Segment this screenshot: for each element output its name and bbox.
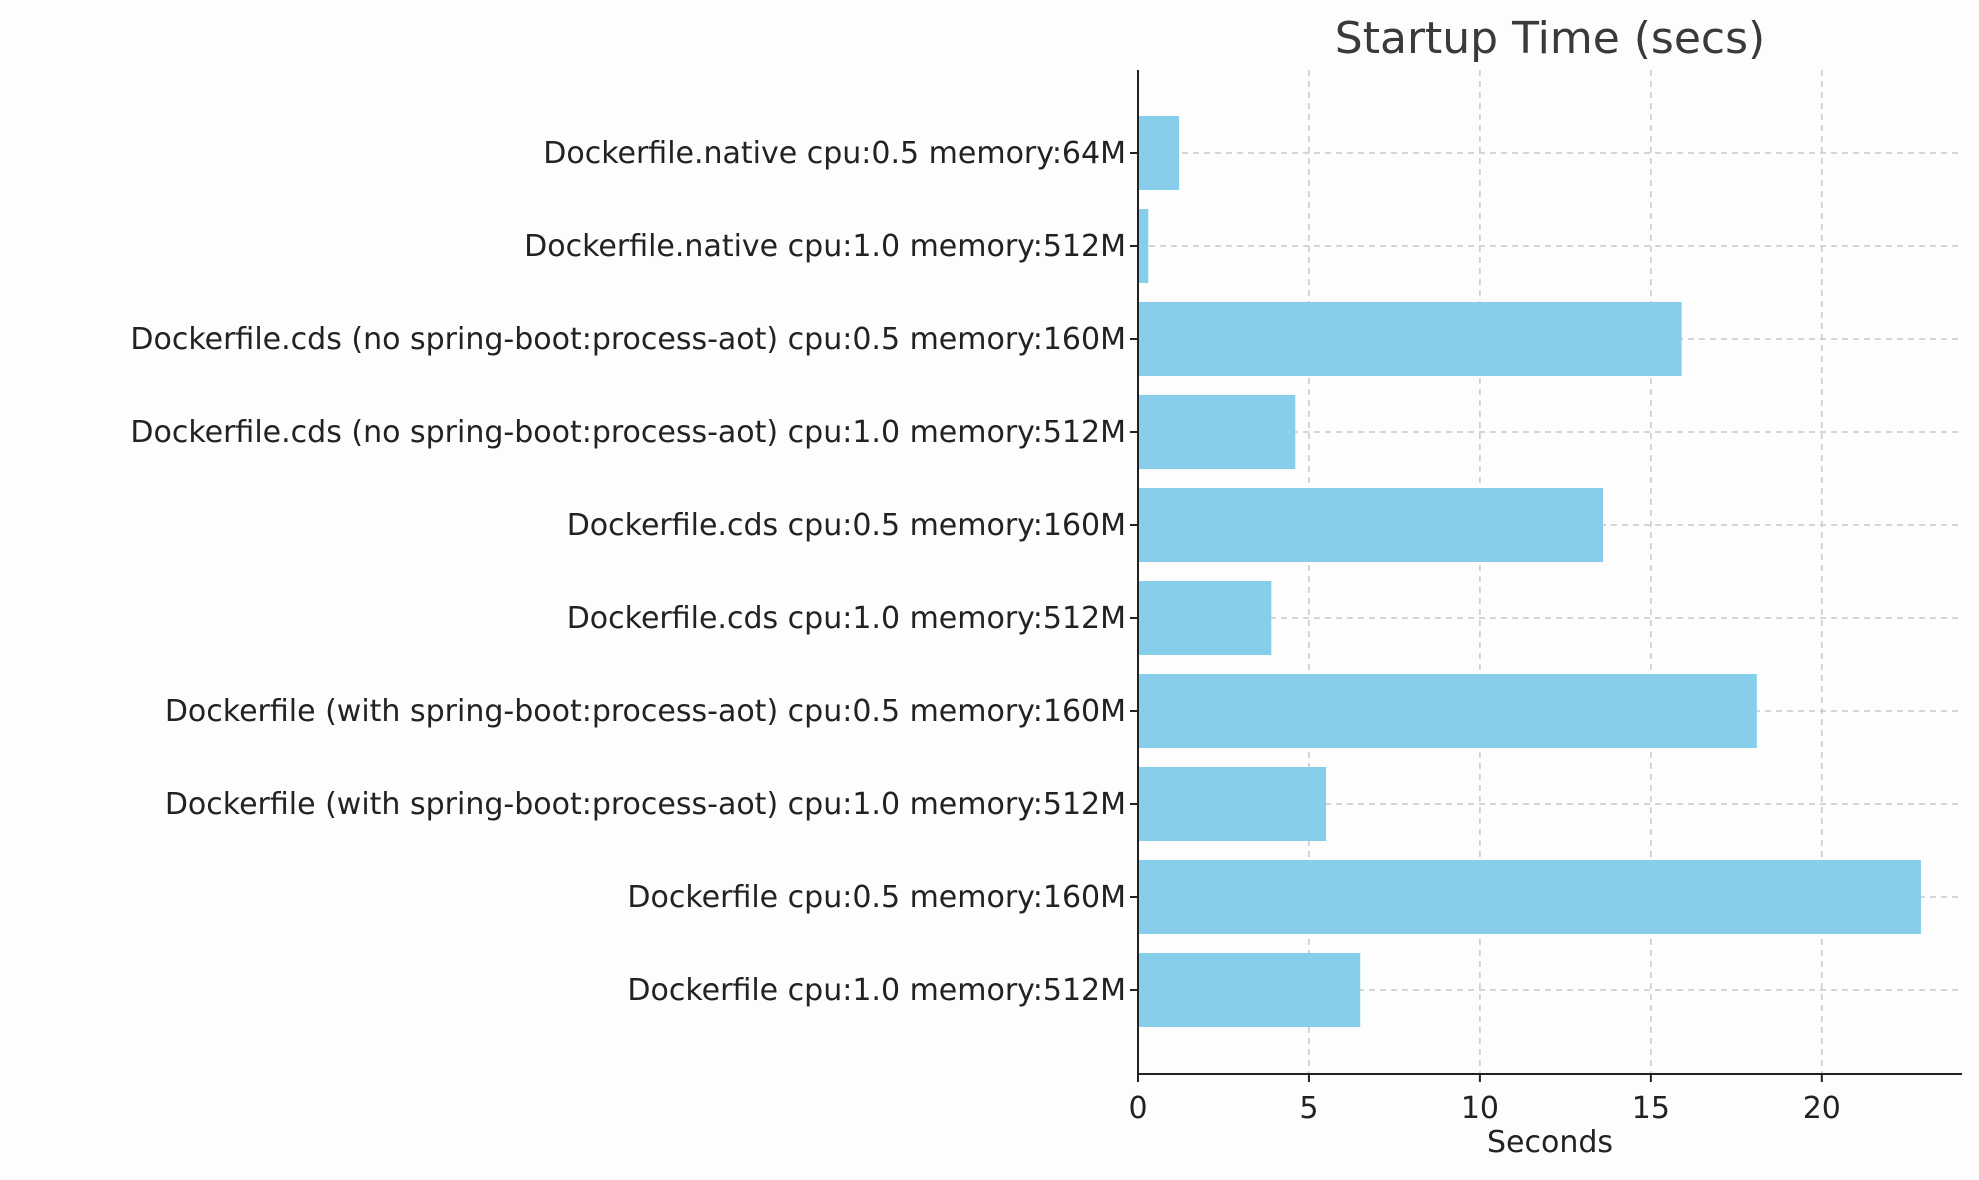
bar (1138, 860, 1921, 934)
category-label: Dockerfile (with spring-boot:process-aot… (165, 787, 1126, 822)
x-tick-label: 10 (1461, 1091, 1499, 1126)
bar (1138, 395, 1296, 469)
x-tick-label: 5 (1299, 1091, 1318, 1126)
bar (1138, 953, 1361, 1027)
bar (1138, 116, 1180, 190)
category-label: Dockerfile.cds (no spring-boot:process-a… (130, 415, 1126, 450)
category-label: Dockerfile.cds (no spring-boot:process-a… (130, 322, 1126, 357)
bar (1138, 674, 1757, 748)
x-tick-label: 0 (1128, 1091, 1147, 1126)
x-tick-labels: 0 5 10 15 20 (1128, 1074, 1841, 1126)
x-tick-label: 20 (1803, 1091, 1841, 1126)
bar (1138, 302, 1682, 376)
category-labels: Dockerfile.native cpu:0.5 memory:64M Dock… (130, 136, 1138, 1008)
category-label: Dockerfile.native cpu:1.0 memory:512M (524, 229, 1126, 264)
bar (1138, 581, 1272, 655)
category-label: Dockerfile.native cpu:0.5 memory:64M (543, 136, 1126, 171)
bars (1138, 116, 1921, 1027)
category-label: Dockerfile cpu:0.5 memory:160M (627, 880, 1126, 915)
bar (1138, 488, 1603, 562)
category-label: Dockerfile.cds cpu:1.0 memory:512M (567, 601, 1126, 636)
chart-title: Startup Time (secs) (1335, 13, 1765, 64)
x-tick-label: 15 (1632, 1091, 1670, 1126)
category-label: Dockerfile.cds cpu:0.5 memory:160M (567, 508, 1126, 543)
bar (1138, 209, 1149, 283)
x-axis-title: Seconds (1487, 1125, 1613, 1160)
bar (1138, 767, 1327, 841)
axes (1137, 70, 1962, 1075)
category-label: Dockerfile cpu:1.0 memory:512M (627, 973, 1126, 1008)
category-label: Dockerfile (with spring-boot:process-aot… (165, 694, 1126, 729)
